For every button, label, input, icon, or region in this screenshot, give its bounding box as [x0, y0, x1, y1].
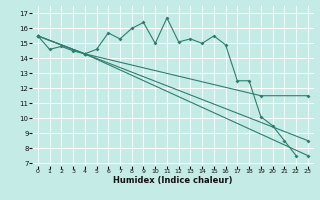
X-axis label: Humidex (Indice chaleur): Humidex (Indice chaleur) [113, 176, 233, 185]
